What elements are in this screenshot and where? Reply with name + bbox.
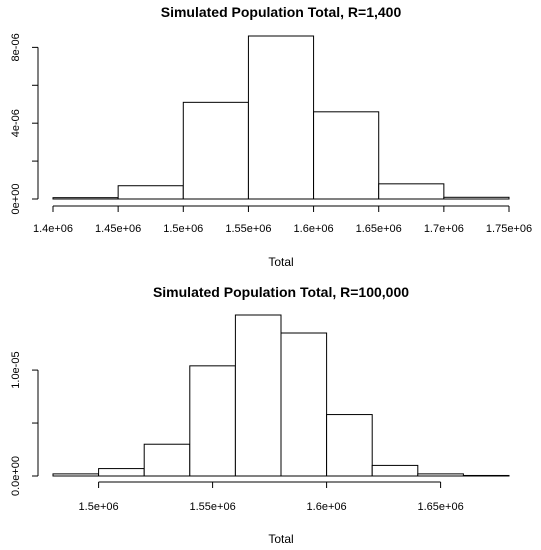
histogram-bar bbox=[313, 111, 380, 200]
histogram-bar bbox=[378, 183, 445, 200]
y-tick-label: 8e-06 bbox=[10, 33, 22, 61]
x-tick-label: 1.6e+06 bbox=[294, 223, 334, 235]
histogram-bar bbox=[182, 101, 249, 200]
x-tick-label: 1.5e+06 bbox=[79, 501, 119, 513]
x-tick-label: 1.7e+06 bbox=[424, 223, 464, 235]
histogram-bar bbox=[189, 365, 236, 477]
x-tick-label: 1.45e+06 bbox=[95, 223, 141, 235]
x-tick-label: 1.65e+06 bbox=[356, 223, 402, 235]
x-tick-label: 1.6e+06 bbox=[307, 501, 347, 513]
histogram-bar bbox=[52, 197, 119, 200]
x-tick-label: 1.65e+06 bbox=[418, 501, 464, 513]
y-tick-label: 4e-06 bbox=[10, 109, 22, 137]
histogram-panel-top: Simulated Population Total, R=1,400 1.4e+… bbox=[10, 4, 532, 269]
histogram-bar bbox=[98, 468, 145, 477]
histogram-bar bbox=[371, 464, 419, 477]
histogram-bar bbox=[280, 332, 328, 477]
x-axis-label: Total bbox=[268, 255, 293, 269]
y-tick-label: 0.0e+00 bbox=[10, 456, 22, 496]
chart-title: Simulated Population Total, R=1,400 bbox=[161, 4, 402, 20]
histogram-bar bbox=[143, 443, 191, 477]
histogram-bar bbox=[443, 196, 510, 200]
histogram-bar bbox=[52, 473, 100, 477]
y-tick-label: 0e+00 bbox=[10, 184, 22, 215]
histogram-bar bbox=[234, 314, 282, 477]
histogram-bar bbox=[417, 473, 464, 477]
chart-title: Simulated Population Total, R=100,000 bbox=[153, 284, 409, 300]
histogram-bar bbox=[326, 414, 373, 477]
y-tick-label: 1.0e-05 bbox=[10, 351, 22, 388]
x-tick-label: 1.55e+06 bbox=[225, 223, 271, 235]
histogram-panel-bottom: Simulated Population Total, R=100,000 1.5… bbox=[10, 284, 510, 546]
x-tick-label: 1.5e+06 bbox=[163, 223, 203, 235]
histogram-bar bbox=[247, 35, 315, 200]
x-tick-label: 1.55e+06 bbox=[190, 501, 236, 513]
histogram-bar bbox=[462, 474, 510, 477]
x-tick-label: 1.75e+06 bbox=[486, 223, 532, 235]
histogram-bar bbox=[117, 185, 184, 200]
x-tick-label: 1.4e+06 bbox=[33, 223, 73, 235]
x-axis-label: Total bbox=[268, 532, 293, 546]
